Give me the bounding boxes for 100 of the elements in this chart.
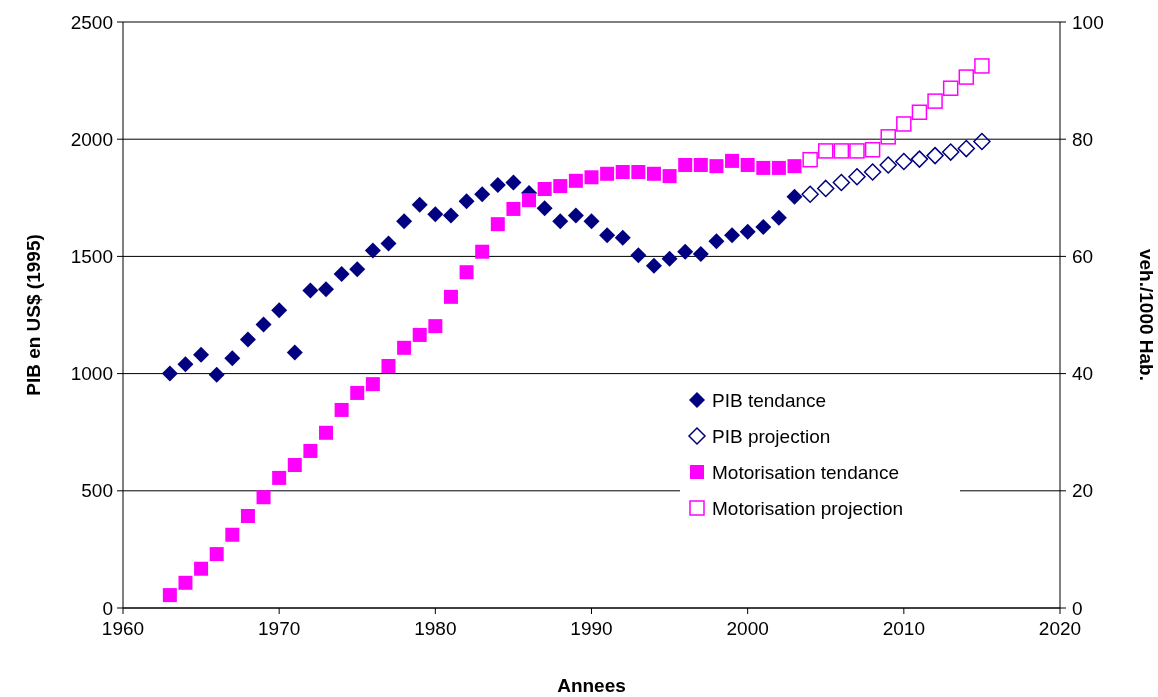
point xyxy=(896,116,912,132)
y-tick-label: 1500 xyxy=(70,246,113,268)
point xyxy=(678,157,693,172)
point xyxy=(895,152,913,171)
point xyxy=(350,385,365,400)
point xyxy=(802,151,818,168)
y-tick-label: 0 xyxy=(102,597,113,619)
point xyxy=(864,142,881,158)
y2-axis-title: veh./1000 Hab. xyxy=(1136,248,1157,382)
point xyxy=(442,207,459,224)
point xyxy=(771,160,786,175)
y-tick-label: 2500 xyxy=(70,11,113,33)
point xyxy=(584,170,599,185)
legend-label: Motorisation projection xyxy=(712,497,904,519)
point xyxy=(568,173,583,188)
x-tick-label: 1980 xyxy=(414,618,457,639)
point xyxy=(927,93,943,109)
point xyxy=(600,166,615,181)
point xyxy=(397,340,412,355)
point xyxy=(708,233,725,250)
point xyxy=(256,490,271,505)
point xyxy=(162,588,177,603)
y2-tick-label: 40 xyxy=(1072,363,1094,385)
point xyxy=(427,206,444,223)
y2-tick-label: 80 xyxy=(1072,128,1094,150)
point xyxy=(194,561,209,576)
point xyxy=(614,229,631,246)
y-tick-label: 1000 xyxy=(70,363,113,385)
point xyxy=(677,243,694,260)
point xyxy=(599,227,616,244)
point xyxy=(209,547,224,562)
point xyxy=(287,458,302,473)
point xyxy=(756,160,771,175)
point xyxy=(709,159,724,174)
point xyxy=(506,201,521,216)
point xyxy=(646,166,661,181)
point xyxy=(693,157,708,172)
point xyxy=(941,143,960,161)
point xyxy=(193,346,210,363)
point xyxy=(926,146,944,165)
x-tick-label: 2010 xyxy=(882,618,925,639)
point xyxy=(380,235,397,252)
point xyxy=(319,425,334,440)
point xyxy=(505,174,522,191)
point xyxy=(208,366,225,383)
point xyxy=(863,163,882,181)
point xyxy=(911,104,928,120)
point xyxy=(645,257,662,274)
point xyxy=(286,344,303,361)
point xyxy=(178,575,193,590)
point xyxy=(942,80,959,96)
point xyxy=(272,470,287,485)
point xyxy=(161,365,178,382)
point xyxy=(536,200,553,217)
point xyxy=(848,167,866,186)
point xyxy=(849,143,865,159)
point xyxy=(458,193,475,210)
point xyxy=(553,179,568,194)
y-tick-label: 2000 xyxy=(70,128,113,150)
point xyxy=(552,213,569,230)
point xyxy=(583,213,600,230)
point xyxy=(755,219,772,236)
point xyxy=(302,282,319,299)
x-tick-label: 2000 xyxy=(726,618,769,639)
point xyxy=(225,527,240,542)
point xyxy=(239,331,256,348)
point xyxy=(428,319,443,334)
point xyxy=(271,302,288,319)
point xyxy=(631,165,646,180)
point xyxy=(724,227,741,244)
y-axis-title: PIB en US$ (1995) xyxy=(23,234,44,396)
point xyxy=(786,188,803,205)
point xyxy=(318,281,335,298)
point xyxy=(396,213,413,230)
point xyxy=(832,173,851,192)
point xyxy=(411,196,428,213)
point xyxy=(818,143,834,159)
point xyxy=(475,244,490,259)
y2-tick-label: 0 xyxy=(1072,597,1083,619)
point xyxy=(489,176,506,193)
point xyxy=(303,443,318,458)
y2-tick-label: 60 xyxy=(1072,246,1094,268)
point xyxy=(957,139,976,158)
point xyxy=(661,250,678,267)
point xyxy=(787,159,802,174)
point xyxy=(364,242,381,259)
point xyxy=(224,350,241,367)
point xyxy=(770,209,787,226)
x-tick-label: 2020 xyxy=(1038,618,1082,639)
point xyxy=(459,265,474,280)
y-tick-label: 500 xyxy=(81,480,113,502)
point xyxy=(725,153,740,168)
point xyxy=(365,377,380,392)
point xyxy=(740,157,755,172)
point xyxy=(615,165,630,180)
point xyxy=(910,150,929,168)
point xyxy=(662,169,677,184)
point xyxy=(334,402,349,417)
point xyxy=(474,186,491,203)
point xyxy=(490,217,505,232)
